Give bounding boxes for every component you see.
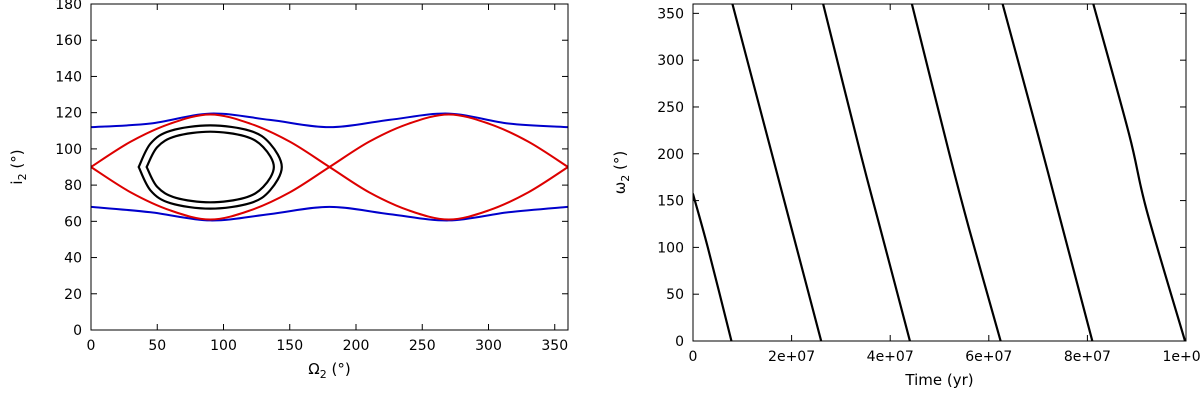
y-axis-label: ω2 (°) [611,151,632,195]
x-tick-label: 50 [148,338,166,354]
y-tick-label: 40 [64,251,82,267]
series-line-2 [91,205,568,222]
y-tick-label: 250 [657,100,684,116]
y-tick-label: 200 [657,147,684,163]
y-tick-label: 20 [64,287,82,303]
series-line-5 [1001,4,1094,341]
y-tick-label: 50 [666,287,684,303]
x-tick-label: 0 [87,338,96,354]
series-line-3 [822,4,912,341]
x-axis-label: Time (yr) [904,371,973,389]
y-tick-label: 350 [657,6,684,22]
x-tick-label: 350 [541,338,568,354]
y-tick-label: 120 [55,106,82,122]
argument-of-pericenter-vs-time-panel: 0 2e+07 4e+07 6e+07 8e+07 1e+08 0 50 100 150 200 25… [611,3,1200,389]
y-axis-label: i2 (°) [8,149,29,184]
inclination-vs-node-panel: 0 50 100 150 200 250 300 350 0 20 40 60 80 100 120 140 1… [8,0,569,381]
y-tick-label: 0 [675,334,684,350]
y-tick-label: 140 [55,69,82,85]
x-tick-label: 0 [689,349,698,365]
series-line-5 [137,124,283,210]
x-tick-label: 200 [343,338,370,354]
series-line-1 [693,192,733,341]
x-tick-label: 150 [276,338,303,354]
y-tick-label: 80 [64,178,82,194]
x-tick-label: 4e+07 [867,349,914,365]
series-line-4 [910,4,1002,341]
y-tick-label: 160 [55,33,82,49]
series-group [91,112,568,222]
x-tick-label: 300 [475,338,502,354]
series-line-6 [1092,4,1186,341]
x-tick-label: 2e+07 [768,349,815,365]
y-tick-label: 100 [55,142,82,158]
y-tick-label: 60 [64,214,82,230]
y-tick-label: 0 [73,323,82,339]
plot-frame [90,3,569,331]
series-line-4 [91,113,568,221]
y-tick-label: 150 [657,194,684,210]
x-tick-label: 8e+07 [1064,349,1111,365]
series-line-2 [731,4,823,341]
y-tick-label: 180 [55,0,82,13]
x-tick-label: 250 [409,338,436,354]
series-line-6 [145,130,275,204]
plot-frame [692,3,1187,342]
x-tick-label: 1e+08 [1162,349,1200,365]
x-tick-label: 6e+07 [965,349,1012,365]
x-axis-label: Ω2 (°) [308,360,350,381]
series-line-1 [91,112,568,129]
y-tick-label: 300 [657,53,684,69]
series-group [693,4,1186,341]
x-tick-label: 100 [210,338,237,354]
y-tick-label: 100 [657,240,684,256]
